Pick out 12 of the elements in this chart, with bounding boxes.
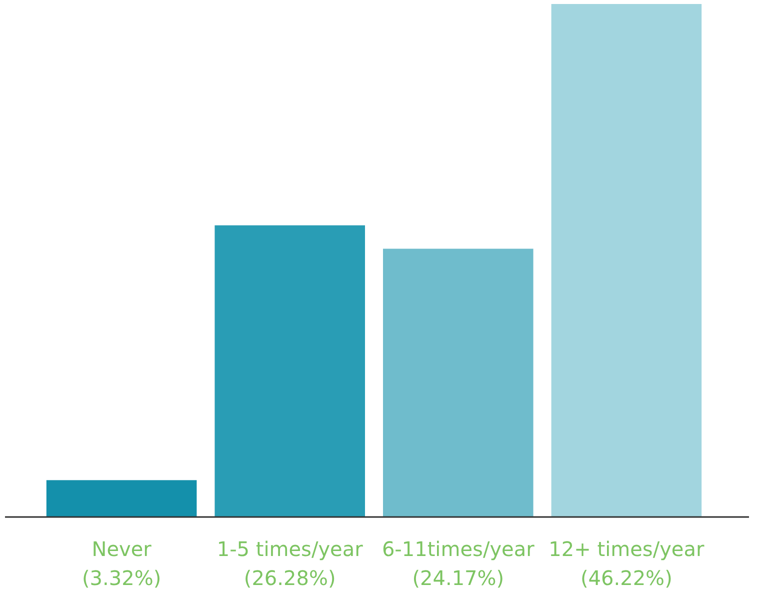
data-label: (46.22%) xyxy=(580,566,672,590)
bar xyxy=(46,480,197,517)
data-label: (24.17%) xyxy=(412,566,504,590)
data-label: (26.28%) xyxy=(244,566,336,590)
x-tick-label: Never xyxy=(92,537,152,561)
bar xyxy=(214,225,365,517)
x-tick-label: 12+ times/year xyxy=(548,537,705,561)
x-tick-label: 6-11times/year xyxy=(382,537,536,561)
bar xyxy=(551,4,702,517)
bar xyxy=(383,248,534,517)
x-tick-label: 1-5 times/year xyxy=(216,537,364,561)
data-label: (3.32%) xyxy=(82,566,162,590)
